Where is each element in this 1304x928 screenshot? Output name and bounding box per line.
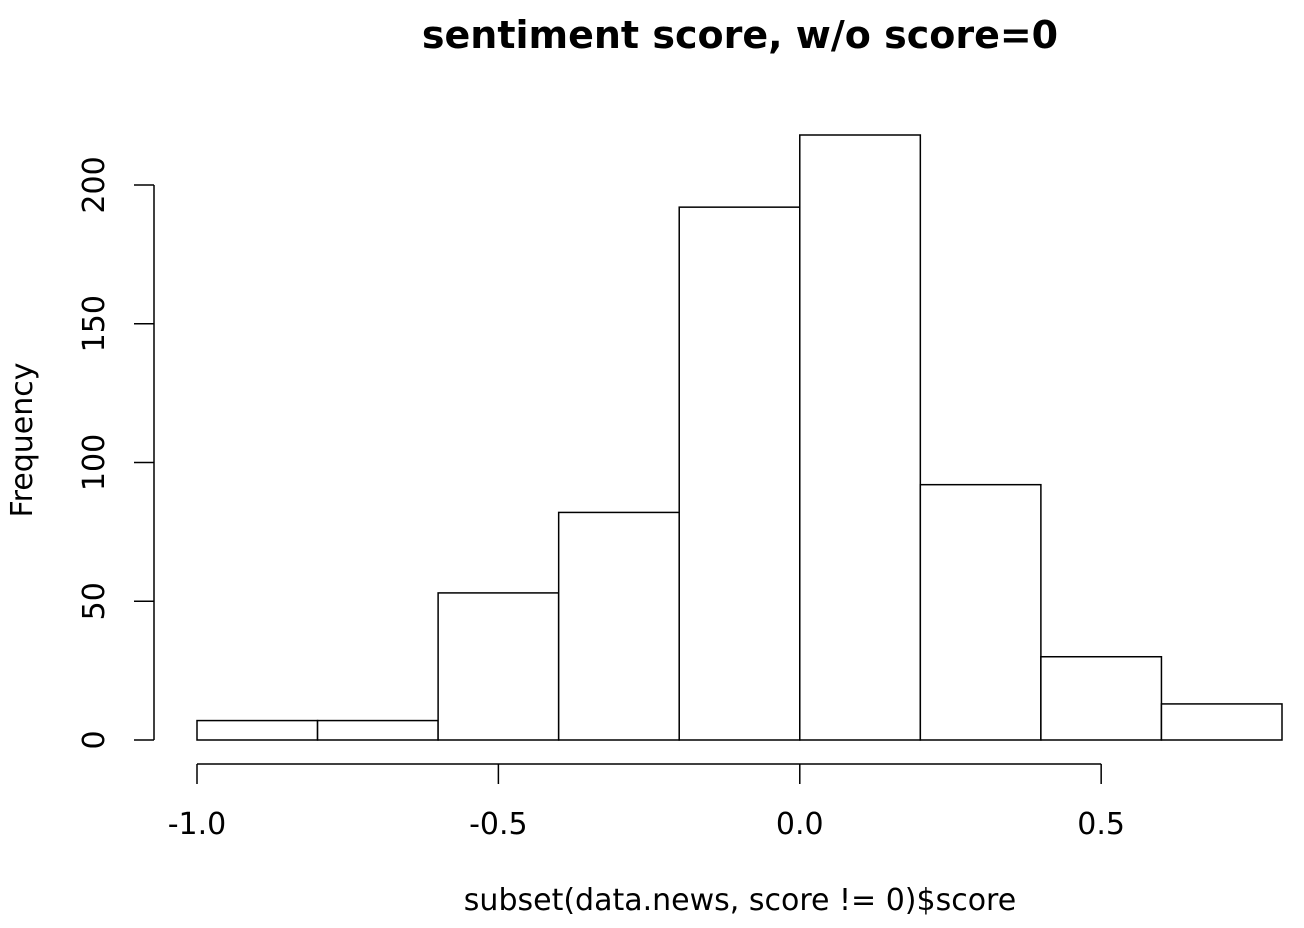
histogram-bar: [1160, 703, 1283, 741]
y-tick-label: 100: [77, 434, 112, 491]
histogram-bar: [557, 511, 680, 741]
chart-title: sentiment score, w/o score=0: [422, 13, 1058, 57]
y-tick-label: 200: [77, 156, 112, 213]
x-axis: -1.0 -0.5 0.0 0.5: [168, 763, 1125, 842]
histogram-bar: [799, 134, 922, 741]
y-tick-label: 50: [77, 582, 112, 620]
x-tick-label: -0.5: [469, 807, 528, 842]
y-axis-label: Frequency: [5, 363, 40, 518]
x-tick-label: 0.5: [1077, 807, 1125, 842]
histogram-bar: [316, 719, 439, 741]
histogram-bars: [196, 134, 1283, 741]
histogram-bar: [196, 719, 319, 741]
histogram-bar: [678, 206, 801, 741]
y-tick-label: 150: [77, 295, 112, 352]
histogram-bar: [437, 592, 560, 741]
histogram-bar: [919, 483, 1042, 741]
histogram-bar: [1040, 655, 1163, 741]
y-tick-label: 0: [77, 730, 112, 749]
x-tick-label: 0.0: [776, 807, 824, 842]
x-axis-label: subset(data.news, score != 0)$score: [464, 883, 1016, 918]
x-tick-label: -1.0: [168, 807, 227, 842]
y-axis: 0 50 100 150 200: [77, 156, 155, 750]
